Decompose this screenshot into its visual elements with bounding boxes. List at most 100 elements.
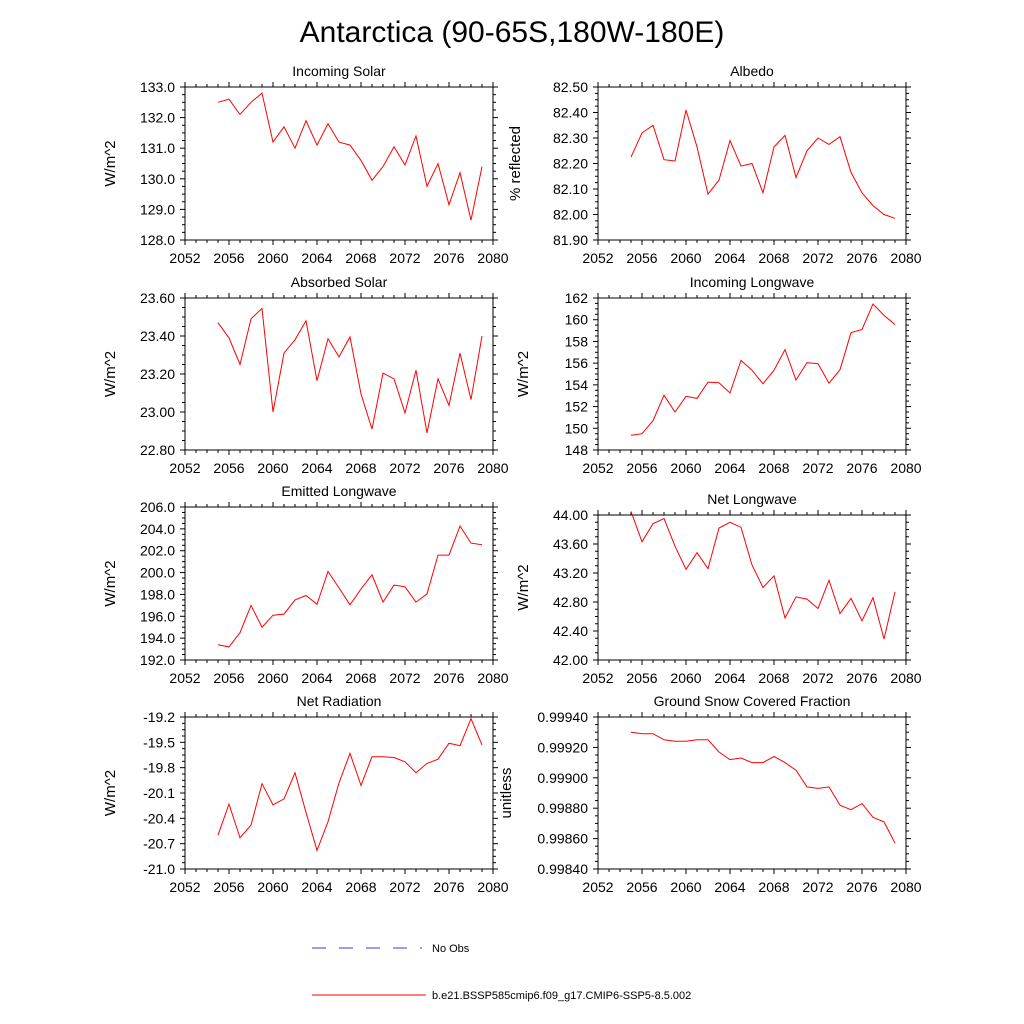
y-axis-label: W/m^2 [102,351,119,397]
series-line [630,731,896,844]
y-tick-label: 0.99920 [537,739,588,755]
panel-6: 2052 2056 2060 2064 2068 2072 2076 2080 42.00 42.… [515,491,922,686]
x-tick-label: 2060 [257,460,288,476]
x-tick-label: 2052 [582,879,613,895]
x-tick-label: 2068 [758,460,789,476]
x-tick-label: 2060 [670,670,701,686]
x-tick-label: 2076 [433,250,464,266]
y-tick-label: 81.90 [553,232,588,248]
x-tick-label: 2072 [389,670,420,686]
y-tick-label: 82.40 [553,105,588,121]
y-tick-label: 23.40 [140,328,175,344]
y-tick-label: 23.20 [140,366,175,382]
series-line [217,717,483,852]
y-tick-label: -21.0 [143,861,175,877]
y-tick-label: 82.30 [553,130,588,146]
y-tick-label: 158 [565,333,589,349]
x-tick-label: 2056 [626,670,657,686]
legend: No Obs b.e21.BSSP585cmip6.f09_g17.CMIP6-… [312,943,691,1002]
x-tick-label: 2076 [846,250,877,266]
y-tick-label: 82.50 [553,79,588,95]
x-tick-label: 2068 [345,250,376,266]
x-tick-label: 2076 [433,670,464,686]
x-tick-label: 2080 [477,460,508,476]
y-tick-label: -20.1 [143,785,175,801]
panel-1: 2052 2056 2060 2064 2068 2072 2076 2080 128.0 129… [102,63,509,266]
y-tick-label: 200.0 [140,565,175,581]
panel-title: Ground Snow Covered Fraction [654,693,851,709]
y-tick-label: 0.99880 [537,800,588,816]
series-line [217,92,483,221]
y-tick-label: 43.60 [553,536,588,552]
y-tick-label: 82.10 [553,181,588,197]
x-tick-label: 2080 [890,250,921,266]
y-tick-label: 204.0 [140,521,175,537]
panel-2: 2052 2056 2060 2064 2068 2072 2076 2080 81.90 82.… [507,63,922,266]
x-tick-label: 2060 [257,250,288,266]
y-tick-label: 150 [565,420,589,436]
x-tick-label: 2068 [758,879,789,895]
legend-run-label: b.e21.BSSP585cmip6.f09_g17.CMIP6-SSP5-8.… [432,990,691,1002]
panel-title: Albedo [730,63,774,79]
x-tick-label: 2052 [582,250,613,266]
x-tick-label: 2056 [213,250,244,266]
x-tick-label: 2052 [582,670,613,686]
x-tick-label: 2072 [802,879,833,895]
y-tick-label: -20.7 [143,836,175,852]
y-axis-label: W/m^2 [102,560,119,606]
x-tick-label: 2052 [169,460,200,476]
x-tick-label: 2064 [301,250,332,266]
y-tick-label: 206.0 [140,499,175,515]
y-axis-label: W/m^2 [102,770,119,816]
x-tick-label: 2076 [433,460,464,476]
y-axis-label: W/m^2 [102,140,119,186]
y-tick-label: 82.20 [553,156,588,172]
x-tick-label: 2072 [389,879,420,895]
y-tick-label: 132.0 [140,110,175,126]
panel-7: 2052 2056 2060 2064 2068 2072 2076 2080 -21.0 -20… [102,693,509,895]
panel-title: Incoming Longwave [690,274,815,290]
x-tick-label: 2056 [626,250,657,266]
x-tick-label: 2068 [758,250,789,266]
x-tick-label: 2080 [477,250,508,266]
panel-title: Net Radiation [297,693,382,709]
panels: 2052 2056 2060 2064 2068 2072 2076 2080 128.0 129… [102,63,922,895]
x-tick-label: 2064 [714,879,745,895]
y-tick-label: 43.20 [553,565,588,581]
y-tick-label: 0.99900 [537,770,588,786]
panel-5: 2052 2056 2060 2064 2068 2072 2076 2080 192.0 194… [102,483,509,686]
x-tick-label: 2072 [389,250,420,266]
legend-no-obs-label: No Obs [432,943,470,955]
y-tick-label: 162 [565,290,589,306]
x-tick-label: 2060 [257,670,288,686]
y-tick-label: -19.8 [143,760,175,776]
x-tick-label: 2052 [169,670,200,686]
y-tick-label: -19.5 [143,734,175,750]
y-tick-label: 202.0 [140,543,175,559]
panel-8: 2052 2056 2060 2064 2068 2072 2076 2080 0.99840 0… [498,693,922,895]
x-tick-label: 2064 [714,460,745,476]
series-line [630,511,896,640]
y-tick-label: 42.40 [553,623,588,639]
y-tick-label: 22.80 [140,442,175,458]
y-tick-label: 0.99840 [537,861,588,877]
series-line [217,524,483,648]
x-tick-label: 2056 [213,670,244,686]
panel-title: Emitted Longwave [281,483,396,499]
y-axis-label: % reflected [507,126,524,201]
x-tick-label: 2064 [714,670,745,686]
y-axis-label: W/m^2 [515,351,532,397]
panel-3: 2052 2056 2060 2064 2068 2072 2076 2080 22.80 23.… [102,274,509,476]
y-tick-label: -20.4 [143,810,175,826]
series-line [630,109,896,219]
y-tick-label: 129.0 [140,201,175,217]
y-tick-label: 0.99940 [537,709,588,725]
x-tick-label: 2056 [213,460,244,476]
x-tick-label: 2080 [890,460,921,476]
y-tick-label: 196.0 [140,608,175,624]
x-tick-label: 2068 [758,670,789,686]
x-tick-label: 2064 [301,879,332,895]
x-tick-label: 2060 [257,879,288,895]
